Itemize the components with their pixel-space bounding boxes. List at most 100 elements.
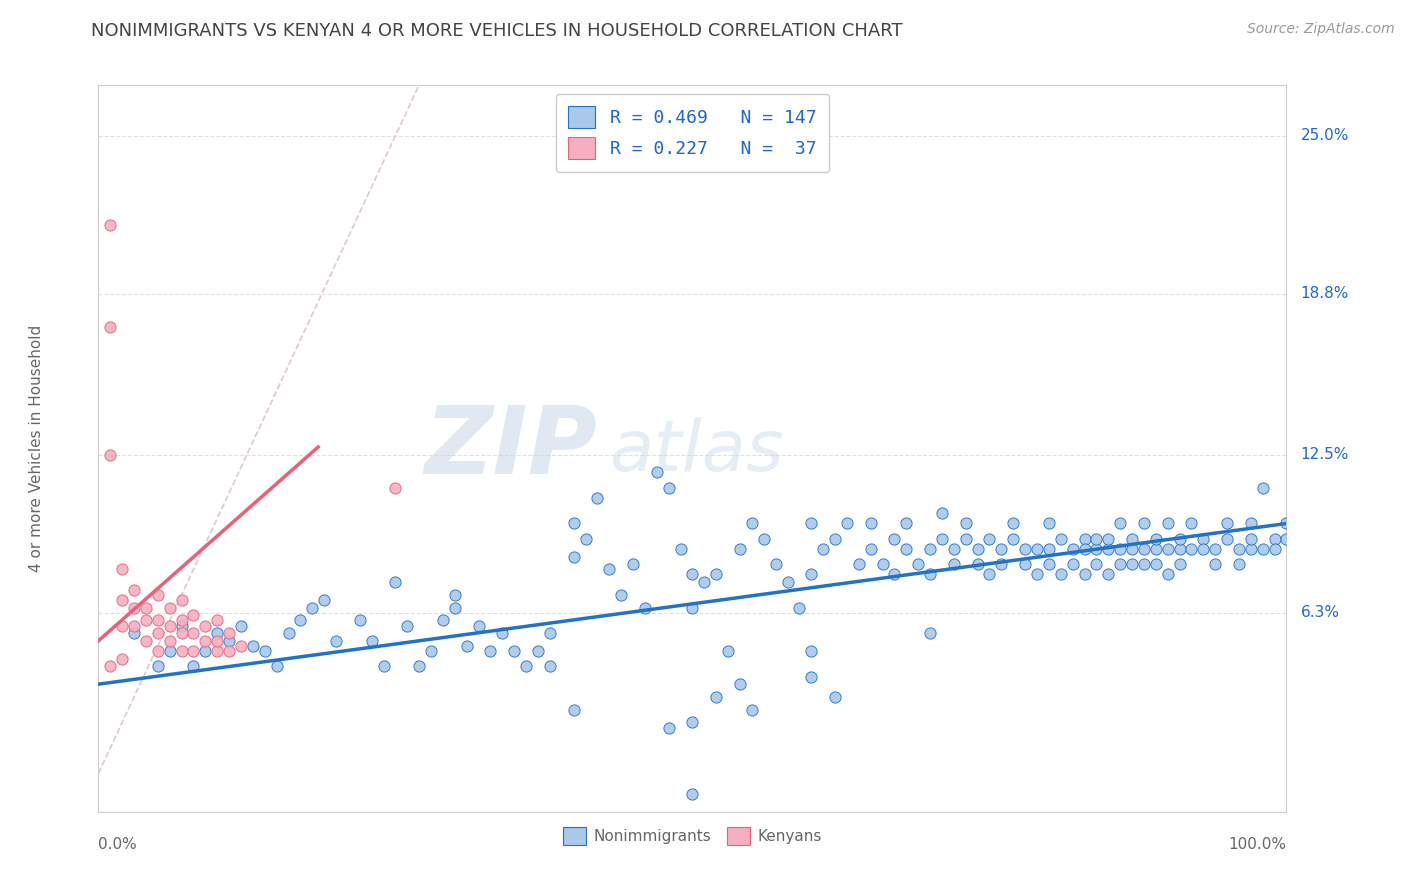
Point (562, 703, 585, 717)
Point (98, 218, 121, 232)
Point (515, 659, 537, 673)
Point (1073, 541, 1095, 556)
Point (681, 600, 703, 615)
Text: atlas: atlas (609, 417, 785, 486)
Point (907, 558, 929, 572)
Point (314, 593, 336, 607)
Point (621, 558, 644, 572)
Point (824, 690, 846, 704)
Point (384, 481, 406, 495)
Point (1085, 558, 1108, 572)
Text: 6.3%: 6.3% (1301, 606, 1340, 620)
Point (396, 618, 419, 632)
Point (872, 558, 894, 572)
Point (1002, 516, 1025, 531)
Point (955, 516, 977, 531)
Point (146, 644, 169, 658)
Point (990, 558, 1012, 572)
Point (111, 593, 134, 607)
Point (1085, 532, 1108, 546)
Point (1097, 532, 1119, 546)
Point (741, 516, 763, 531)
Point (194, 644, 217, 658)
Text: Source: ZipAtlas.com: Source: ZipAtlas.com (1247, 22, 1395, 37)
Point (848, 558, 870, 572)
Text: 12.5%: 12.5% (1301, 447, 1350, 462)
Point (135, 633, 157, 648)
Point (122, 600, 145, 615)
Point (776, 575, 799, 590)
Point (942, 541, 965, 556)
Point (373, 659, 395, 673)
Point (122, 582, 145, 597)
Point (491, 626, 513, 640)
Point (360, 633, 382, 648)
Point (896, 516, 918, 531)
Point (1240, 541, 1263, 556)
Point (942, 558, 965, 572)
Text: 0.0%: 0.0% (98, 838, 138, 852)
Point (146, 659, 169, 673)
Point (194, 618, 217, 632)
Point (681, 715, 703, 730)
Point (789, 600, 811, 615)
Point (681, 567, 703, 582)
Point (207, 626, 229, 640)
Point (824, 532, 846, 546)
Point (1227, 558, 1250, 572)
Point (218, 626, 240, 640)
Point (432, 614, 454, 628)
Point (1085, 541, 1108, 556)
Point (658, 721, 681, 735)
Point (1227, 541, 1250, 556)
Text: 18.8%: 18.8% (1301, 286, 1350, 301)
Point (1251, 541, 1274, 556)
Point (538, 626, 561, 640)
Point (170, 618, 193, 632)
Point (111, 651, 134, 665)
Point (194, 633, 217, 648)
Text: ZIP: ZIP (425, 402, 598, 494)
Point (538, 659, 561, 673)
Point (325, 633, 347, 648)
Point (207, 614, 229, 628)
Point (170, 593, 193, 607)
Point (1156, 516, 1178, 531)
Point (1049, 532, 1071, 546)
Point (920, 567, 942, 582)
Point (1073, 567, 1095, 582)
Point (183, 644, 205, 658)
Point (159, 633, 181, 648)
Point (1168, 532, 1191, 546)
Point (1144, 532, 1167, 546)
Point (170, 626, 193, 640)
Point (634, 600, 657, 615)
Point (1133, 516, 1156, 531)
Point (645, 466, 668, 480)
Point (1109, 541, 1132, 556)
Point (955, 532, 977, 546)
Point (111, 618, 134, 632)
Point (444, 588, 467, 602)
Text: NONIMMIGRANTS VS KENYAN 4 OR MORE VEHICLES IN HOUSEHOLD CORRELATION CHART: NONIMMIGRANTS VS KENYAN 4 OR MORE VEHICL… (91, 22, 903, 40)
Point (1216, 532, 1239, 546)
Point (586, 491, 609, 505)
Point (1192, 532, 1215, 546)
Point (183, 626, 205, 640)
Point (562, 516, 585, 531)
Point (122, 618, 145, 632)
Text: 100.0%: 100.0% (1229, 838, 1286, 852)
Point (920, 626, 942, 640)
Point (1062, 558, 1084, 572)
Point (1097, 541, 1119, 556)
Point (527, 644, 550, 658)
Point (1180, 516, 1202, 531)
Point (444, 600, 467, 615)
Point (420, 644, 443, 658)
Point (1038, 558, 1060, 572)
Point (159, 618, 181, 632)
Point (1109, 558, 1132, 572)
Point (159, 644, 181, 658)
Point (800, 669, 823, 683)
Point (1264, 541, 1286, 556)
